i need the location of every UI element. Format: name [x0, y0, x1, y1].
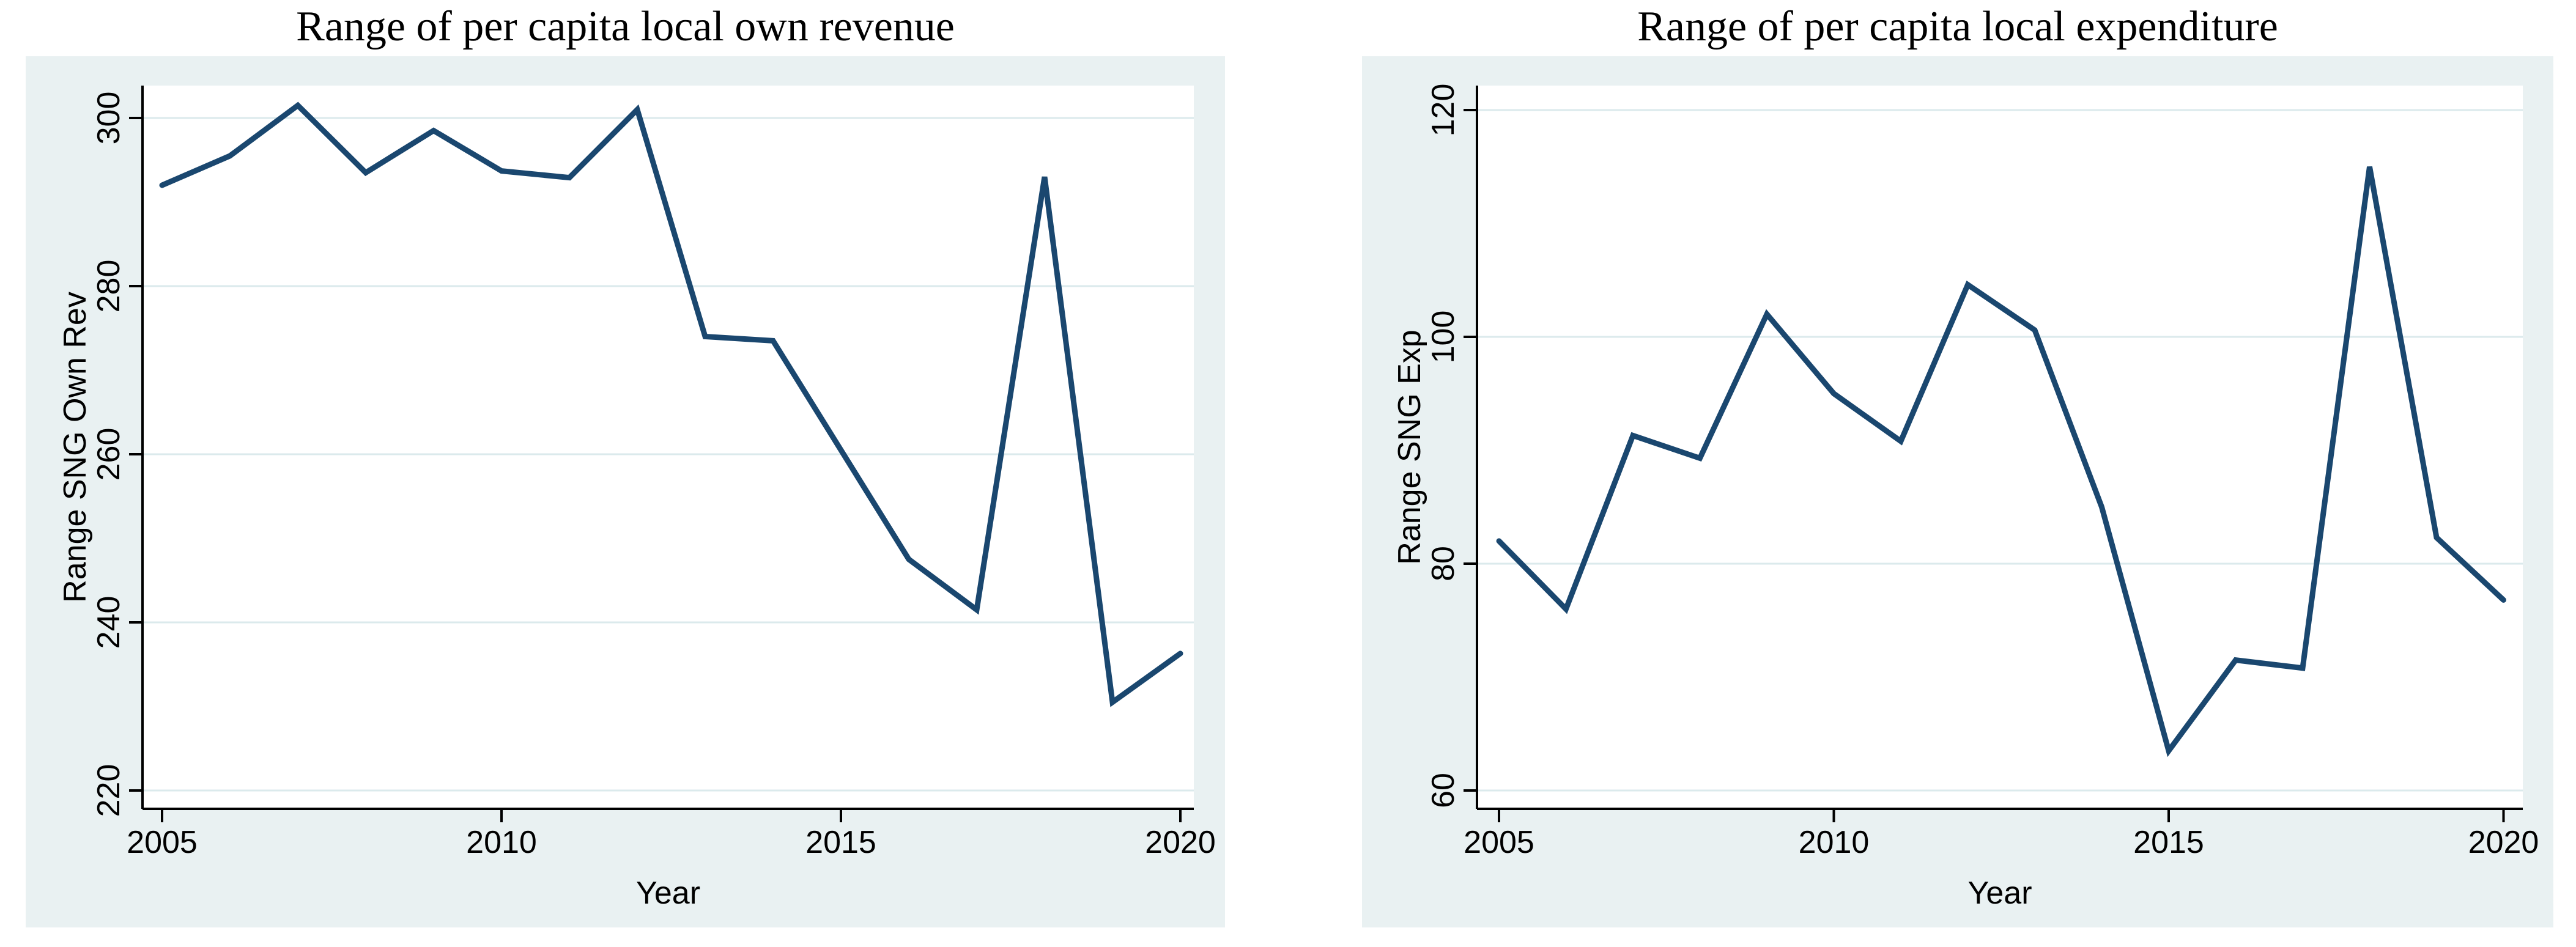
- data-line: [1496, 166, 2506, 757]
- y-tick-label: 80: [1426, 546, 1461, 581]
- x-tick-label: 2010: [1799, 825, 1870, 860]
- chart-title: Range of per capita local own revenue: [296, 3, 955, 50]
- x-axis-title: Year: [636, 875, 700, 911]
- x-tick-label: 2010: [466, 825, 537, 860]
- x-tick-label: 2005: [1464, 825, 1534, 860]
- y-tick-label: 100: [1426, 311, 1461, 364]
- plot-area: [1477, 86, 2523, 809]
- y-tick-label: 120: [1426, 84, 1461, 137]
- x-tick-label: 2015: [2133, 825, 2204, 860]
- y-axis-title: Range SNG Own Rev: [57, 292, 93, 603]
- x-tick-label: 2005: [127, 825, 198, 860]
- chart-title: Range of per capita local expenditure: [1637, 3, 2278, 50]
- x-tick-label: 2015: [805, 825, 876, 860]
- plot-area: [142, 86, 1194, 809]
- y-axis-title: Range SNG Exp: [1392, 330, 1427, 564]
- y-tick-label: 220: [91, 764, 127, 817]
- y-tick-label: 300: [91, 92, 127, 145]
- x-tick-label: 2020: [2468, 825, 2539, 860]
- gridlines: [142, 117, 1194, 792]
- y-tick-label: 240: [91, 596, 127, 649]
- data-line: [159, 101, 1183, 707]
- y-tick-label: 280: [91, 260, 127, 313]
- y-tick-label: 260: [91, 428, 127, 481]
- revenue-line-series: [159, 101, 1183, 707]
- x-tick-label: 2020: [1145, 825, 1216, 860]
- expenditure-line-series: [1496, 166, 2506, 757]
- x-axis-title: Year: [1967, 875, 2032, 911]
- y-tick-label: 60: [1426, 773, 1461, 808]
